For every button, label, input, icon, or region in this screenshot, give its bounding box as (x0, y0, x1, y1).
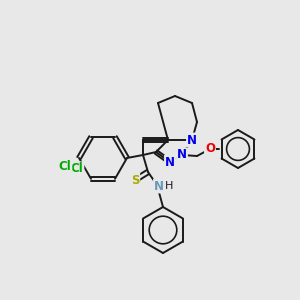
Text: S: S (131, 173, 139, 187)
Text: N: N (187, 134, 197, 146)
Text: O: O (205, 142, 215, 155)
Text: N: N (177, 148, 187, 161)
Text: H: H (165, 181, 173, 191)
Text: Cl: Cl (70, 162, 83, 175)
Text: Cl: Cl (58, 160, 71, 172)
Text: N: N (154, 179, 164, 193)
Text: N: N (165, 155, 175, 169)
